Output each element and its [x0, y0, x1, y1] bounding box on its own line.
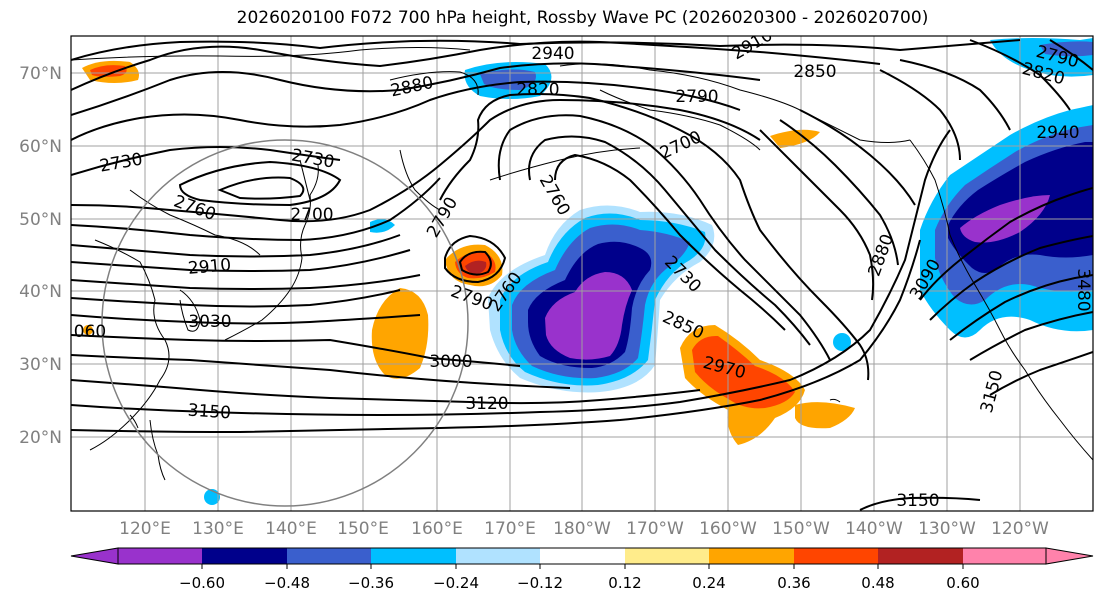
colorbar-bin	[625, 548, 709, 564]
colorbar-tick: 0.48	[861, 574, 894, 592]
svg-text:2940: 2940	[1036, 123, 1079, 143]
svg-text:120°W: 120°W	[991, 519, 1049, 539]
svg-text:3150: 3150	[896, 491, 939, 511]
colorbar-tick: 0.36	[777, 574, 810, 592]
svg-text:130°E: 130°E	[192, 519, 244, 539]
colorbar-tick: −0.36	[348, 574, 394, 592]
plot-border	[70, 35, 1094, 512]
svg-text:2940: 2940	[531, 44, 574, 64]
svg-text:40°N: 40°N	[19, 282, 62, 302]
svg-text:160°W: 160°W	[699, 519, 757, 539]
svg-text:20°N: 20°N	[19, 428, 62, 448]
colorbar-bin	[287, 548, 371, 564]
colorbar-tick: −0.12	[517, 574, 563, 592]
svg-text:3030: 3030	[188, 312, 231, 332]
svg-text:2910: 2910	[187, 255, 232, 279]
svg-text:160°E: 160°E	[411, 519, 463, 539]
svg-text:60°N: 60°N	[19, 137, 62, 157]
colorbar-tick: −0.60	[179, 574, 225, 592]
colorbar-high-extend	[1045, 547, 1094, 565]
svg-text:3000: 3000	[429, 352, 472, 372]
svg-text:150°E: 150°E	[337, 519, 389, 539]
colorbar-tick: −0.48	[264, 574, 310, 592]
svg-text:170°E: 170°E	[484, 519, 536, 539]
radius-circle	[101, 139, 469, 507]
svg-text:30°N: 30°N	[19, 355, 62, 375]
longitude-labels: 120°E 130°E 140°E 150°E 160°E 170°E 180°…	[119, 519, 1049, 539]
colorbar: −0.60 −0.48 −0.36 −0.24 −0.12 0.12 0.24 …	[70, 547, 1094, 592]
svg-text:180°W: 180°W	[553, 519, 611, 539]
colorbar-tick: 0.60	[946, 574, 979, 592]
colorbar-bin	[202, 548, 287, 564]
colorbar-bin	[963, 548, 1046, 564]
svg-text:140°W: 140°W	[845, 519, 903, 539]
svg-text:3150: 3150	[187, 401, 232, 424]
svg-text:150°W: 150°W	[772, 519, 830, 539]
svg-text:2850: 2850	[793, 62, 836, 82]
colorbar-tick: −0.24	[433, 574, 479, 592]
svg-text:170°W: 170°W	[626, 519, 684, 539]
svg-text:140°E: 140°E	[265, 519, 317, 539]
svg-text:2820: 2820	[516, 80, 559, 100]
svg-text:2700: 2700	[290, 205, 333, 225]
svg-text:120°E: 120°E	[119, 519, 171, 539]
colorbar-bin	[540, 548, 625, 564]
svg-text:130°W: 130°W	[918, 519, 976, 539]
colorbar-tick: 0.24	[692, 574, 725, 592]
latitude-labels: 70°N 60°N 50°N 40°N 30°N 20°N	[19, 64, 62, 448]
svg-text:50°N: 50°N	[19, 210, 62, 230]
colorbar-bin	[709, 548, 794, 564]
colorbar-tick: 0.12	[608, 574, 641, 592]
colorbar-low-extend	[70, 547, 119, 565]
height-contours	[71, 39, 1093, 511]
svg-text:2790: 2790	[675, 87, 718, 107]
svg-text:3480: 3480	[1073, 268, 1093, 311]
svg-text:3120: 3120	[465, 394, 508, 414]
map-title: 2026020100 F072 700 hPa height, Rossby W…	[236, 8, 929, 28]
colorbar-bin	[456, 548, 540, 564]
svg-text:70°N: 70°N	[19, 64, 62, 84]
colorbar-bin	[118, 548, 202, 564]
colorbar-bin	[878, 548, 963, 564]
colorbar-bin	[794, 548, 878, 564]
svg-text:060: 060	[74, 322, 106, 342]
colorbar-bin	[371, 548, 456, 564]
